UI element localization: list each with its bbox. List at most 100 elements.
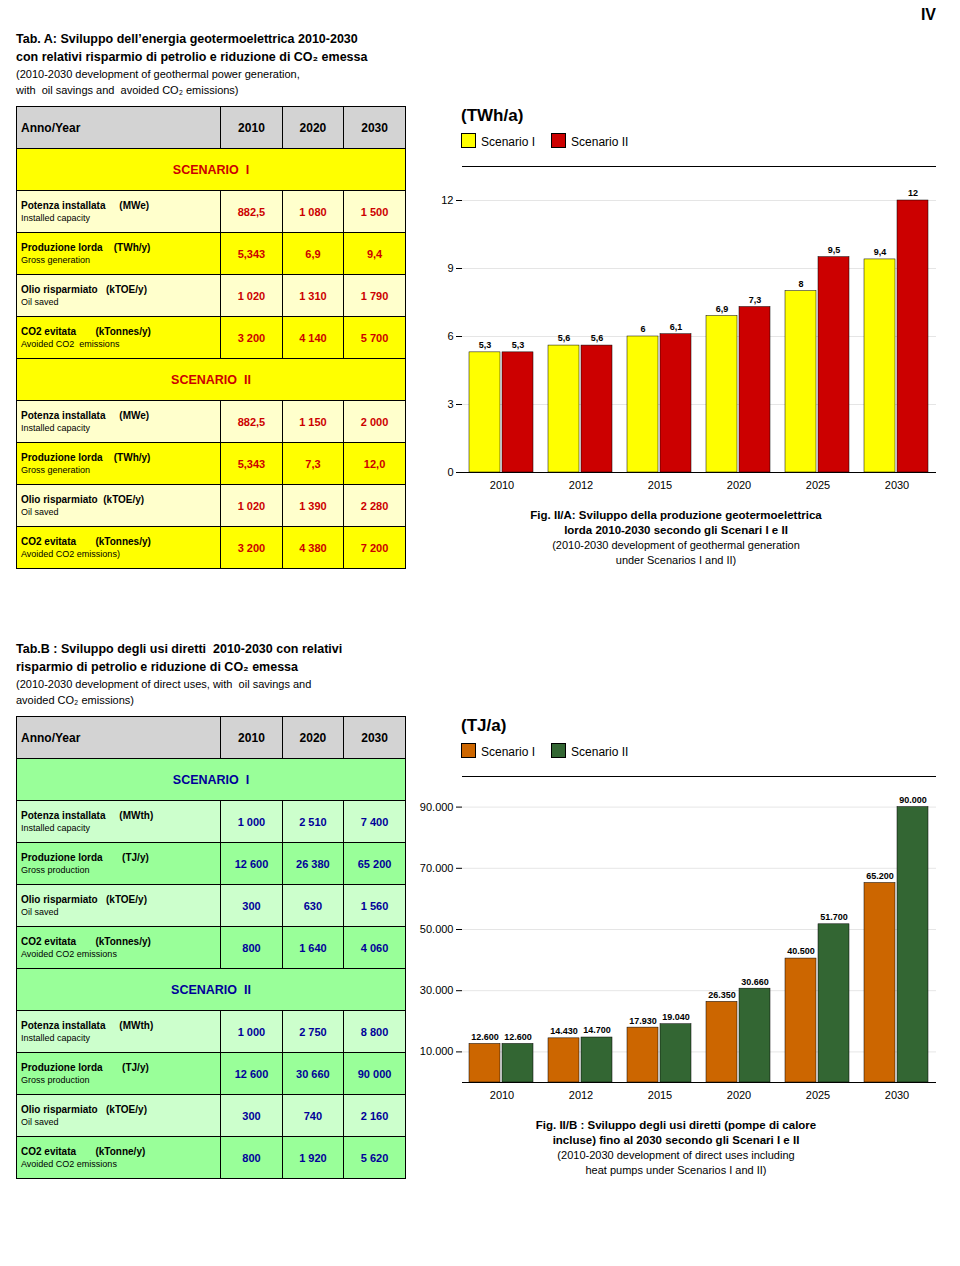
svg-text:2030: 2030 bbox=[885, 479, 909, 491]
html-text:2020: 2020 bbox=[299, 730, 327, 745]
svg-text:8: 8 bbox=[798, 279, 803, 289]
html-text:300: 300 bbox=[242, 899, 261, 912]
html-text:882,5: 882,5 bbox=[237, 205, 266, 218]
html-text:Anno/Year: Anno/Year bbox=[21, 730, 81, 745]
svg-text:30.000: 30.000 bbox=[420, 984, 454, 996]
html-text:(TJ/a): (TJ/a) bbox=[461, 716, 507, 735]
html-text:5 700: 5 700 bbox=[360, 331, 389, 344]
svg-text:2015: 2015 bbox=[648, 1089, 672, 1101]
html-text:5,343: 5,343 bbox=[237, 457, 266, 470]
svg-text:12.600: 12.600 bbox=[471, 1032, 499, 1042]
svg-text:9: 9 bbox=[447, 262, 453, 274]
svg-text:65.200: 65.200 bbox=[866, 871, 894, 881]
html-text:Scenario I: Scenario I bbox=[481, 135, 535, 149]
html-text:3 200: 3 200 bbox=[237, 331, 266, 344]
svg-text:17.930: 17.930 bbox=[629, 1016, 657, 1026]
html-text:1 790: 1 790 bbox=[360, 289, 389, 302]
html-text:1 020: 1 020 bbox=[237, 289, 266, 302]
svg-text:90.000: 90.000 bbox=[899, 795, 927, 805]
svg-text:51.700: 51.700 bbox=[820, 912, 848, 922]
svg-text:2012: 2012 bbox=[569, 479, 593, 491]
svg-text:2010: 2010 bbox=[490, 1089, 514, 1101]
svg-text:19.040: 19.040 bbox=[662, 1012, 690, 1022]
html-text:risparmio di petrolio e riduzi: risparmio di petrolio e riduzione di CO₂… bbox=[16, 660, 298, 674]
svg-text:9,4: 9,4 bbox=[874, 247, 887, 257]
svg-text:2030: 2030 bbox=[885, 1089, 909, 1101]
svg-text:2025: 2025 bbox=[806, 479, 830, 491]
svg-text:2025: 2025 bbox=[806, 1089, 830, 1101]
html-text:SCENARIO I: SCENARIO I bbox=[172, 162, 250, 177]
svg-text:5,6: 5,6 bbox=[591, 333, 604, 343]
svg-text:10.000: 10.000 bbox=[420, 1045, 454, 1057]
svg-text:12: 12 bbox=[908, 188, 918, 198]
html-text:Scenario I: Scenario I bbox=[481, 745, 535, 759]
html-text:1 080: 1 080 bbox=[299, 205, 327, 218]
html-text:2 000: 2 000 bbox=[360, 415, 389, 428]
html-text:1 020: 1 020 bbox=[237, 499, 266, 512]
html-text:1 390: 1 390 bbox=[299, 499, 327, 512]
svg-text:26.350: 26.350 bbox=[708, 990, 736, 1000]
html-text:7 200: 7 200 bbox=[360, 541, 389, 554]
html-text:882,5: 882,5 bbox=[237, 415, 266, 428]
svg-text:0: 0 bbox=[447, 466, 453, 478]
html-text:Tab. A: Sviluppo dell’energia: Tab. A: Sviluppo dell’energia geotermoel… bbox=[16, 32, 358, 46]
svg-text:2012: 2012 bbox=[569, 1089, 593, 1101]
html-text:Anno/Year: Anno/Year bbox=[21, 120, 81, 135]
html-text:4 380: 4 380 bbox=[299, 541, 327, 554]
html-text:1 150: 1 150 bbox=[299, 415, 327, 428]
svg-text:14.700: 14.700 bbox=[583, 1025, 611, 1035]
svg-text:40.500: 40.500 bbox=[787, 946, 815, 956]
svg-text:12.600: 12.600 bbox=[504, 1032, 532, 1042]
svg-text:5,3: 5,3 bbox=[479, 340, 492, 350]
svg-text:12: 12 bbox=[441, 194, 453, 206]
html-text:2020: 2020 bbox=[299, 120, 327, 135]
html-text:6,9: 6,9 bbox=[305, 247, 321, 260]
html-text:2 510: 2 510 bbox=[299, 815, 327, 828]
html-text:9,4: 9,4 bbox=[366, 247, 383, 260]
html-text:con relativi risparmio di petr: con relativi risparmio di petrolio e rid… bbox=[16, 50, 368, 64]
html-text:2030: 2030 bbox=[361, 120, 388, 135]
html-text:SCENARIO II: SCENARIO II bbox=[171, 372, 251, 387]
svg-text:2010: 2010 bbox=[490, 479, 514, 491]
svg-text:5,6: 5,6 bbox=[558, 333, 571, 343]
svg-text:6,9: 6,9 bbox=[716, 304, 729, 314]
html-text:7 400: 7 400 bbox=[360, 815, 389, 828]
html-text:SCENARIO I: SCENARIO I bbox=[172, 772, 250, 787]
svg-text:90.000: 90.000 bbox=[420, 801, 454, 813]
html-text:Tab.B : Sviluppo degli usi dir: Tab.B : Sviluppo degli usi diretti 2010-… bbox=[16, 642, 343, 656]
html-text:2010: 2010 bbox=[238, 730, 265, 745]
html-text:1 500: 1 500 bbox=[360, 205, 389, 218]
html-text:65 200: 65 200 bbox=[357, 857, 392, 870]
svg-text:6,1: 6,1 bbox=[670, 322, 683, 332]
svg-text:50.000: 50.000 bbox=[420, 923, 454, 935]
svg-text:2020: 2020 bbox=[727, 1089, 751, 1101]
svg-text:3: 3 bbox=[447, 398, 453, 410]
svg-text:2020: 2020 bbox=[727, 479, 751, 491]
html-text:12 600: 12 600 bbox=[234, 857, 269, 870]
svg-text:6: 6 bbox=[640, 324, 645, 334]
svg-text:2015: 2015 bbox=[648, 479, 672, 491]
svg-text:7,3: 7,3 bbox=[749, 295, 762, 305]
html-text:3 200: 3 200 bbox=[237, 541, 266, 554]
html-text:26 380: 26 380 bbox=[296, 857, 330, 870]
html-text:Scenario II: Scenario II bbox=[571, 135, 629, 149]
svg-text:30.660: 30.660 bbox=[741, 977, 769, 987]
html-text:2030: 2030 bbox=[361, 730, 388, 745]
html-text:2 280: 2 280 bbox=[360, 499, 389, 512]
svg-text:5,3: 5,3 bbox=[512, 340, 525, 350]
svg-text:14.430: 14.430 bbox=[550, 1026, 578, 1036]
html-text:5,343: 5,343 bbox=[237, 247, 266, 260]
svg-text:9,5: 9,5 bbox=[828, 245, 841, 255]
html-text:12,0: 12,0 bbox=[363, 457, 386, 470]
html-text:4 140: 4 140 bbox=[299, 331, 327, 344]
html-text:(TWh/a): (TWh/a) bbox=[461, 106, 524, 125]
html-text:2010: 2010 bbox=[238, 120, 265, 135]
svg-text:70.000: 70.000 bbox=[420, 862, 454, 874]
html-text:Scenario II: Scenario II bbox=[571, 745, 629, 759]
html-text:1 310: 1 310 bbox=[299, 289, 327, 302]
svg-text:6: 6 bbox=[447, 330, 453, 342]
html-text:SCENARIO II: SCENARIO II bbox=[171, 982, 251, 997]
html-text:IV: IV bbox=[920, 6, 936, 23]
html-text:1 000: 1 000 bbox=[237, 815, 266, 828]
html-text:7,3: 7,3 bbox=[305, 457, 321, 470]
